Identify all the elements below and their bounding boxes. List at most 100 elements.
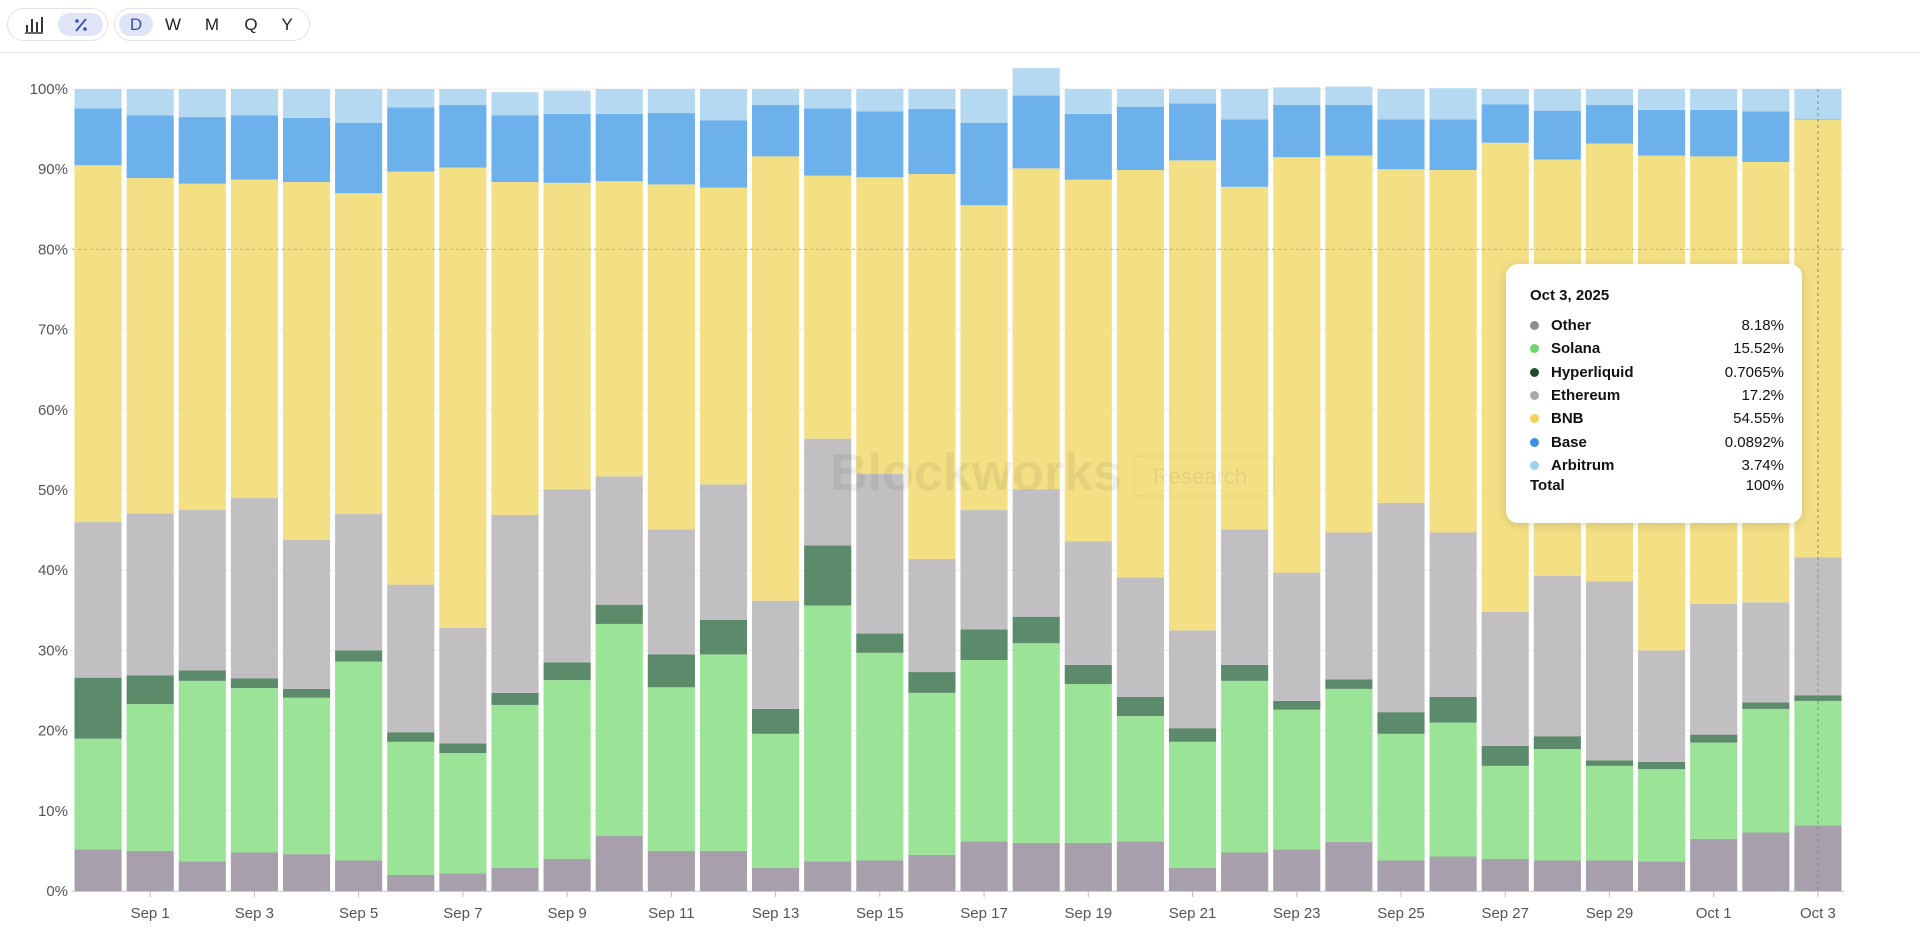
bar-segment-bnb[interactable] <box>960 205 1008 511</box>
bar-segment-hyperliquid[interactable] <box>126 675 174 705</box>
bar-segment-hyperliquid[interactable] <box>178 670 226 681</box>
bar-segment-arbitrum[interactable] <box>1325 86 1373 106</box>
bar-segment-ethereum[interactable] <box>1638 650 1686 762</box>
bar-segment-solana[interactable] <box>74 738 122 850</box>
bar-segment-other[interactable] <box>1533 860 1581 891</box>
bar-segment-ethereum[interactable] <box>1742 602 1790 703</box>
bar-segment-solana[interactable] <box>1533 749 1581 861</box>
bar-segment-ethereum[interactable] <box>282 539 331 689</box>
bar-segment-arbitrum[interactable] <box>804 89 852 109</box>
bar-segment-ethereum[interactable] <box>491 514 539 693</box>
bar-segment-hyperliquid[interactable] <box>282 688 331 698</box>
bar-segment-arbitrum[interactable] <box>1585 89 1634 106</box>
bar-segment-base[interactable] <box>1221 119 1269 187</box>
bar-stack[interactable] <box>1012 68 1060 891</box>
bar-segment-ethereum[interactable] <box>856 473 904 634</box>
bar-segment-other[interactable] <box>178 861 226 891</box>
bar-stack[interactable] <box>699 89 748 891</box>
bar-segment-ethereum[interactable] <box>1116 577 1164 697</box>
bar-segment-hyperliquid[interactable] <box>1325 679 1373 689</box>
bar-segment-other[interactable] <box>1429 856 1477 891</box>
bar-segment-arbitrum[interactable] <box>335 89 383 123</box>
bar-segment-solana[interactable] <box>960 660 1008 842</box>
bar-segment-base[interactable] <box>1533 110 1581 160</box>
bar-segment-solana[interactable] <box>1273 709 1321 850</box>
bar-segment-other[interactable] <box>74 849 122 891</box>
bar-segment-base[interactable] <box>282 117 331 183</box>
bar-segment-bnb[interactable] <box>699 187 748 485</box>
bar-segment-solana[interactable] <box>595 623 643 836</box>
bar-segment-bnb[interactable] <box>856 177 904 474</box>
bar-segment-bnb[interactable] <box>595 181 643 477</box>
bar-segment-ethereum[interactable] <box>1221 529 1269 665</box>
bar-segment-base[interactable] <box>595 113 643 182</box>
stacked-percent-bar-chart[interactable]: Blockworks Research 0% 10% 20% 30% 40% 50% 60%… <box>0 54 1920 932</box>
bar-segment-bnb[interactable] <box>752 156 800 601</box>
bar-stack[interactable] <box>647 89 695 891</box>
bar-segment-base[interactable] <box>699 120 748 188</box>
bar-segment-ethereum[interactable] <box>1794 557 1842 696</box>
bar-segment-base[interactable] <box>491 115 539 183</box>
bar-stack[interactable] <box>74 89 122 891</box>
bar-segment-ethereum[interactable] <box>960 510 1008 630</box>
bar-segment-bnb[interactable] <box>178 183 226 511</box>
bar-segment-base[interactable] <box>1064 113 1112 180</box>
bar-segment-bnb[interactable] <box>491 182 539 515</box>
bar-segment-ethereum[interactable] <box>752 600 800 709</box>
bar-segment-base[interactable] <box>1273 105 1321 158</box>
bar-segment-arbitrum[interactable] <box>178 89 226 118</box>
bar-segment-hyperliquid[interactable] <box>335 650 383 662</box>
bar-segment-ethereum[interactable] <box>387 584 435 733</box>
bar-segment-solana[interactable] <box>1168 741 1217 868</box>
bar-segment-arbitrum[interactable] <box>282 89 331 118</box>
bar-segment-hyperliquid[interactable] <box>491 692 539 705</box>
bar-segment-bnb[interactable] <box>439 167 487 628</box>
bar-segment-solana[interactable] <box>1116 716 1164 842</box>
bar-segment-arbitrum[interactable] <box>647 89 695 114</box>
bar-stack[interactable] <box>1690 89 1738 891</box>
bar-stack[interactable] <box>178 89 226 891</box>
bar-segment-other[interactable] <box>960 841 1008 891</box>
bar-stack[interactable] <box>439 89 487 891</box>
bar-segment-arbitrum[interactable] <box>1116 89 1164 107</box>
bar-segment-bnb[interactable] <box>647 184 695 530</box>
bar-segment-other[interactable] <box>595 835 643 891</box>
bar-segment-solana[interactable] <box>543 680 591 859</box>
bar-segment-base[interactable] <box>856 111 904 178</box>
bar-segment-arbitrum[interactable] <box>1742 89 1790 112</box>
bar-segment-bnb[interactable] <box>908 174 956 559</box>
bar-segment-solana[interactable] <box>1429 722 1477 857</box>
bar-segment-bnb[interactable] <box>74 165 122 523</box>
bar-segment-solana[interactable] <box>282 697 331 855</box>
bar-segment-other[interactable] <box>230 852 278 891</box>
bar-segment-other[interactable] <box>335 860 383 891</box>
bar-segment-hyperliquid[interactable] <box>960 629 1008 661</box>
bar-stack[interactable] <box>1221 89 1269 891</box>
bar-segment-hyperliquid[interactable] <box>1064 664 1112 685</box>
bar-segment-hyperliquid[interactable] <box>1116 696 1164 717</box>
bar-stack[interactable] <box>1116 89 1164 891</box>
bar-segment-solana[interactable] <box>491 704 539 868</box>
bar-stack[interactable] <box>595 89 643 891</box>
percent-mode-button[interactable] <box>58 13 103 36</box>
bar-segment-hyperliquid[interactable] <box>804 545 852 606</box>
bar-segment-ethereum[interactable] <box>1377 502 1425 713</box>
bar-stack[interactable] <box>282 89 331 891</box>
bar-stack[interactable] <box>908 89 956 891</box>
bar-segment-ethereum[interactable] <box>908 558 956 673</box>
bar-segment-base[interactable] <box>543 113 591 183</box>
bar-stack[interactable] <box>1325 86 1373 891</box>
bar-segment-hyperliquid[interactable] <box>908 672 956 693</box>
bar-segment-base[interactable] <box>1377 119 1425 170</box>
bar-segment-arbitrum[interactable] <box>908 89 956 110</box>
bar-segment-base[interactable] <box>647 113 695 185</box>
bar-segment-bnb[interactable] <box>1273 157 1321 573</box>
bar-segment-base[interactable] <box>1168 103 1217 161</box>
bar-segment-other[interactable] <box>1273 849 1321 891</box>
timeframe-year-button[interactable]: Y <box>281 14 293 34</box>
bar-stack[interactable] <box>1273 87 1321 891</box>
bar-segment-solana[interactable] <box>1481 765 1529 859</box>
bar-segment-hyperliquid[interactable] <box>1429 696 1477 723</box>
bar-segment-arbitrum[interactable] <box>1533 89 1581 111</box>
bar-stack[interactable] <box>856 89 904 891</box>
